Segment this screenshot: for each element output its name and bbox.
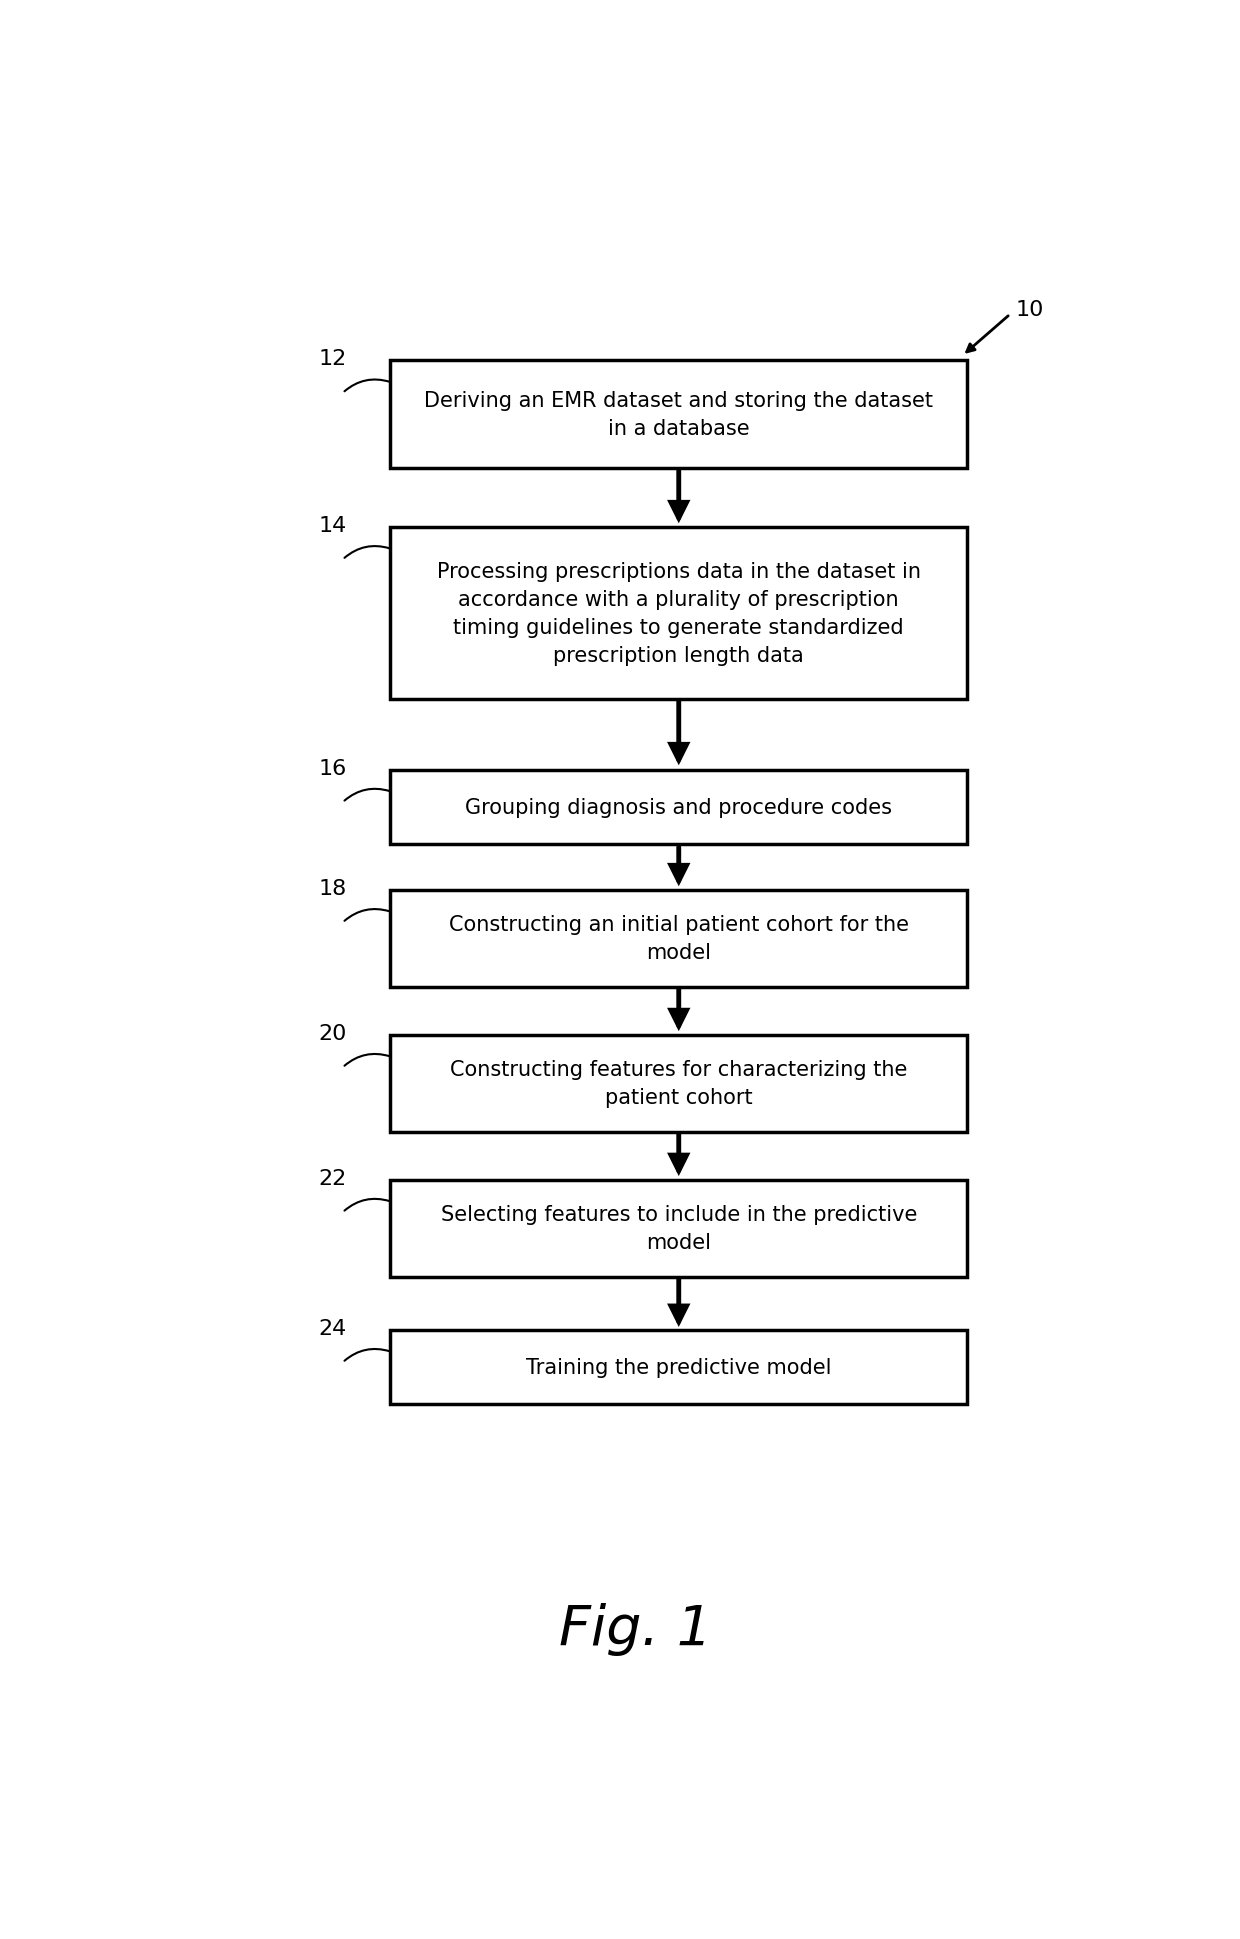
Text: Selecting features to include in the predictive
model: Selecting features to include in the pre…	[440, 1204, 916, 1253]
Text: Processing prescriptions data in the dataset in
accordance with a plurality of p: Processing prescriptions data in the dat…	[436, 562, 921, 665]
Text: 18: 18	[319, 878, 347, 898]
Text: 10: 10	[1016, 301, 1044, 320]
Text: 16: 16	[319, 758, 347, 778]
Text: 22: 22	[319, 1167, 347, 1189]
Text: Grouping diagnosis and procedure codes: Grouping diagnosis and procedure codes	[465, 797, 893, 818]
FancyBboxPatch shape	[391, 770, 967, 845]
Text: 12: 12	[319, 349, 347, 368]
FancyBboxPatch shape	[391, 527, 967, 700]
Text: Constructing an initial patient cohort for the
model: Constructing an initial patient cohort f…	[449, 915, 909, 964]
Text: Fig. 1: Fig. 1	[559, 1602, 712, 1656]
FancyBboxPatch shape	[391, 1035, 967, 1132]
FancyBboxPatch shape	[391, 1330, 967, 1404]
Text: Constructing features for characterizing the
patient cohort: Constructing features for characterizing…	[450, 1061, 908, 1107]
FancyBboxPatch shape	[391, 890, 967, 987]
Text: 14: 14	[319, 516, 347, 535]
Text: Training the predictive model: Training the predictive model	[526, 1357, 832, 1377]
Text: 24: 24	[319, 1319, 347, 1338]
Text: Deriving an EMR dataset and storing the dataset
in a database: Deriving an EMR dataset and storing the …	[424, 392, 934, 438]
FancyBboxPatch shape	[391, 361, 967, 469]
FancyBboxPatch shape	[391, 1181, 967, 1278]
Text: 20: 20	[319, 1024, 347, 1043]
